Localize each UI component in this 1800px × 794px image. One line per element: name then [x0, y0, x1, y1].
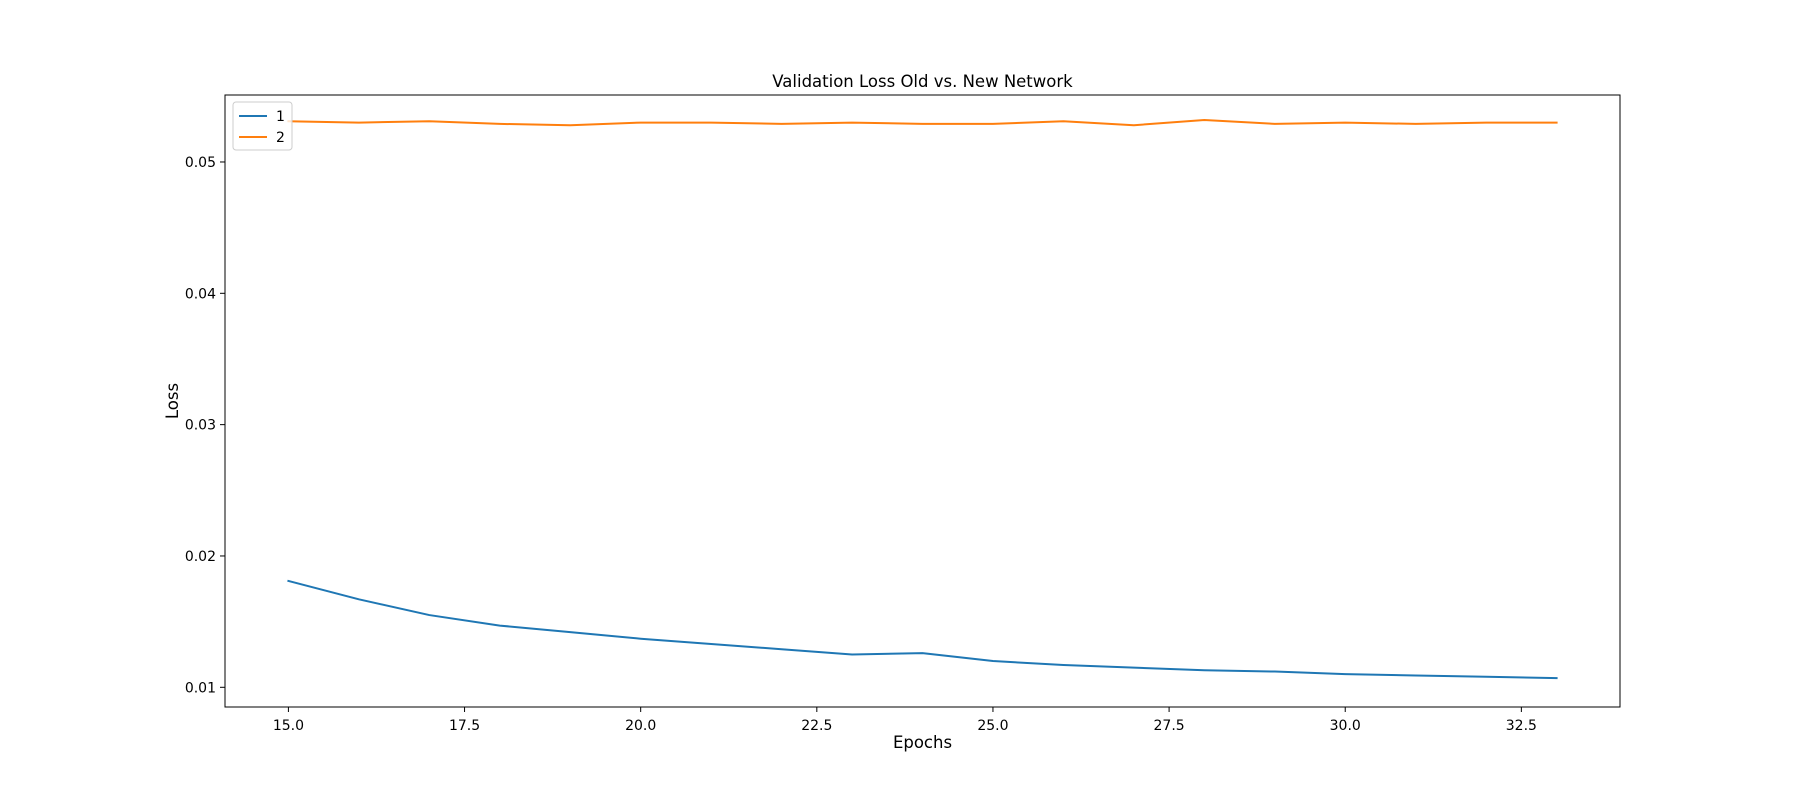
- series-lines: [287, 118, 1558, 680]
- series-line-2: [287, 118, 1558, 127]
- x-tick-label: 27.5: [1154, 718, 1185, 734]
- chart-title: Validation Loss Old vs. New Network: [772, 72, 1073, 91]
- y-axis-title: Loss: [163, 383, 182, 419]
- y-tick-label: 0.02: [185, 549, 216, 565]
- y-tick-label: 0.05: [185, 155, 216, 171]
- x-tick-label: 25.0: [977, 718, 1008, 734]
- x-tick-label: 32.5: [1506, 718, 1537, 734]
- legend-label-2: 2: [276, 130, 285, 146]
- x-tick-label: 15.0: [273, 718, 304, 734]
- legend: 12: [232, 101, 293, 151]
- series-line-1: [287, 579, 1558, 680]
- x-tick-label: 20.0: [625, 718, 656, 734]
- legend-label-1: 1: [276, 109, 285, 125]
- y-tick-label: 0.01: [185, 680, 216, 696]
- x-tick-label: 30.0: [1330, 718, 1361, 734]
- x-axis-title: Epochs: [893, 733, 952, 752]
- axes-ticks: 15.0 17.5 20.0 22.5 25.0 27.5 30.0 32.5 0.01 0.02…: [185, 155, 1537, 734]
- axes-frame: [224, 94, 1621, 708]
- x-tick-label: 22.5: [801, 718, 832, 734]
- x-tick-label: 17.5: [449, 718, 480, 734]
- y-tick-label: 0.03: [185, 418, 216, 434]
- y-tick-label: 0.04: [185, 286, 216, 302]
